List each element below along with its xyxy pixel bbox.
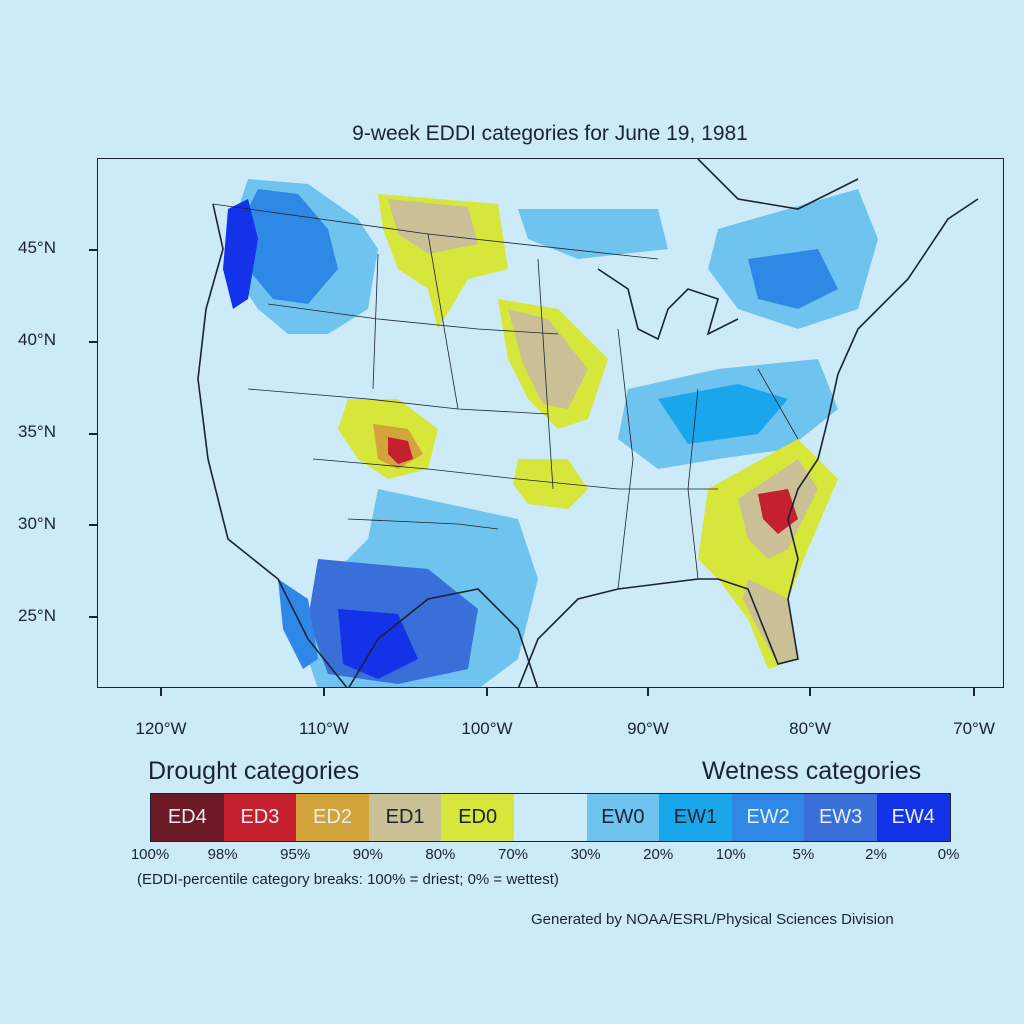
lon-tick	[486, 688, 488, 696]
drought-region-colorado-extreme	[388, 437, 413, 464]
eddi-map	[197, 159, 979, 687]
map-frame	[97, 158, 1004, 688]
category-note: (EDDI-percentile category breaks: 100% =…	[137, 871, 559, 888]
drought-region-oklahoma	[513, 459, 588, 509]
lon-label-100w: 100°W	[461, 719, 513, 738]
break-label: 70%	[497, 846, 529, 863]
legend-cell-ew3: EW3	[804, 794, 877, 841]
break-label: 98%	[207, 846, 238, 863]
break-label: 20%	[643, 846, 674, 863]
lat-tick	[89, 249, 97, 251]
map-title: 9-week EDDI categories for June 19, 1981	[352, 122, 748, 145]
wet-region-ontario	[518, 209, 668, 259]
legend-cell-normal	[513, 794, 587, 841]
lat-tick	[89, 341, 97, 343]
lat-tick	[89, 616, 97, 618]
legend-cell-ed2: ED2	[296, 794, 369, 841]
wet-region-baja	[278, 579, 318, 669]
break-label: 90%	[352, 846, 383, 863]
wet-region-canada-east-core	[748, 249, 838, 309]
lat-label-30n: 30°N	[18, 514, 56, 533]
legend-bar: ED4 ED3 ED2 ED1 ED0 EW0 EW1 EW2 EW3 EW4	[150, 793, 951, 842]
break-label: 100%	[130, 846, 170, 863]
break-label: 10%	[715, 846, 746, 863]
wet-region-mexico-core	[338, 609, 418, 679]
drought-region-montana-core	[388, 199, 478, 254]
lon-tick	[323, 688, 325, 696]
drought-region-carolina-extreme	[758, 489, 798, 534]
break-label: 2%	[865, 846, 887, 863]
break-label: 30%	[570, 846, 601, 863]
break-label: 80%	[425, 846, 456, 863]
lat-tick	[89, 433, 97, 435]
wetness-categories-title: Wetness categories	[702, 757, 922, 785]
lat-label-45n: 45°N	[18, 238, 56, 257]
state-boundaries	[212, 203, 799, 590]
wet-region-coast	[223, 199, 258, 309]
legend-cell-ew1: EW1	[659, 794, 732, 841]
lat-label-35n: 35°N	[18, 422, 56, 441]
lat-tick	[89, 524, 97, 526]
break-label: 5%	[792, 846, 815, 863]
lon-label-80w: 80°W	[789, 719, 831, 738]
wet-region-ohio-valley-core	[658, 384, 788, 444]
legend-cell-ed0: ED0	[441, 794, 514, 841]
drought-categories-title: Drought categories	[148, 757, 360, 785]
lat-label-40n: 40°N	[18, 330, 56, 349]
lat-label-25n: 25°N	[18, 606, 56, 625]
drought-region-midwest-core	[508, 309, 588, 409]
lon-label-110w: 110°W	[299, 719, 349, 738]
lon-tick	[160, 688, 162, 696]
break-label: 95%	[280, 846, 311, 863]
lon-tick	[809, 688, 811, 696]
lon-label-90w: 90°W	[627, 719, 669, 738]
lon-tick	[973, 688, 975, 696]
break-label: 0%	[937, 846, 960, 863]
coastline	[197, 159, 979, 687]
legend-cell-ew4: EW4	[876, 794, 950, 841]
lon-tick	[647, 688, 649, 696]
drought-region-florida	[743, 579, 798, 664]
legend-cell-ew2: EW2	[731, 794, 805, 841]
legend-cell-ed1: ED1	[368, 794, 442, 841]
credit-text: Generated by NOAA/ESRL/Physical Sciences…	[531, 911, 894, 928]
legend-cell-ew0: EW0	[586, 794, 660, 841]
legend-cell-ed4: ED4	[151, 794, 224, 841]
lon-label-120w: 120°W	[135, 719, 187, 738]
legend-cell-ed3: ED3	[223, 794, 297, 841]
lon-label-70w: 70°W	[953, 719, 995, 738]
